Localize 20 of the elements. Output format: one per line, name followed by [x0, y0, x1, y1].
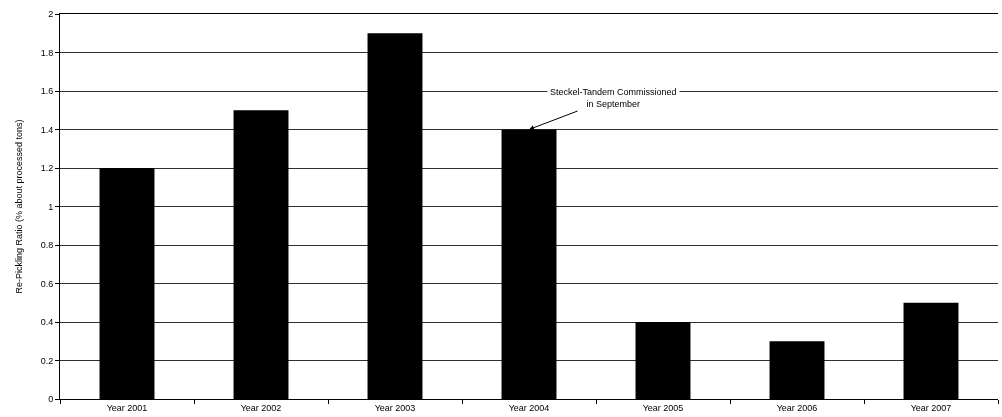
x-tick-label: Year 2004: [508, 402, 550, 413]
y-tick-label: 1.2: [40, 163, 54, 174]
y-tick-label: 1.6: [40, 86, 54, 97]
y-tick-label: 0: [48, 394, 54, 405]
x-tick-label: Year 2005: [642, 402, 684, 413]
y-axis-title: Re-Pickling Ratio (% about processed tons): [14, 119, 25, 294]
x-tick-label: Year 2002: [240, 402, 282, 413]
annotation: Steckel-Tandem Commissioned in September: [550, 87, 677, 109]
y-tick-label: 2: [48, 9, 54, 20]
y-tick-label: 1: [48, 201, 54, 212]
x-tick-label: Year 2006: [776, 402, 818, 413]
y-tick-label: 1.4: [40, 124, 54, 135]
y-tick-label: 0.4: [40, 317, 54, 328]
y-tick-label: 1.8: [40, 47, 54, 58]
x-tick-label: Year 2003: [374, 402, 416, 413]
x-tick-label: Year 2007: [910, 402, 952, 413]
y-tick-label: 0.8: [40, 240, 54, 251]
x-tick-label: Year 2001: [106, 402, 148, 413]
y-tick-label: 0.2: [40, 355, 54, 366]
y-tick-label: 0.6: [40, 278, 54, 289]
